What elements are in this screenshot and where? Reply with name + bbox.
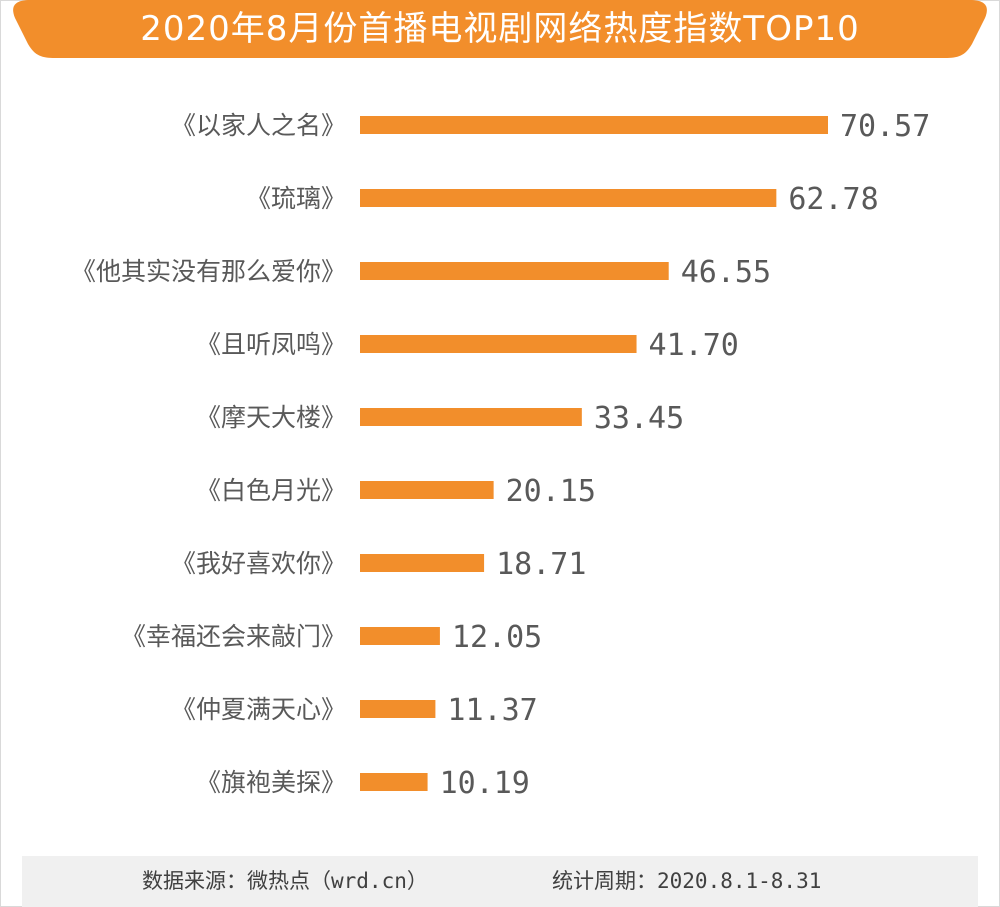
bar xyxy=(360,116,828,134)
category-label: 《以家人之名》 xyxy=(171,111,346,140)
bar-chart: 《以家人之名》 70.57 《琉璃》 62.78 《他其实没有那么爱你》 46.55 《且听… xyxy=(71,109,930,801)
value-label: 18.71 xyxy=(496,547,586,582)
category-label: 《幸福还会来敲门》 xyxy=(121,622,346,651)
bar xyxy=(360,700,436,718)
value-label: 46.55 xyxy=(681,255,771,290)
bar xyxy=(360,408,582,426)
stat-period-note: 统计周期：2020.8.1-8.31 xyxy=(552,869,822,893)
bar xyxy=(360,189,777,207)
bar xyxy=(360,335,637,353)
category-label: 《白色月光》 xyxy=(196,476,346,505)
title-banner-shape xyxy=(13,0,987,58)
category-label: 《我好喜欢你》 xyxy=(171,549,346,578)
category-label: 《仲夏满天心》 xyxy=(171,695,346,724)
bar xyxy=(360,773,428,791)
value-label: 33.45 xyxy=(594,401,684,436)
category-label: 《旗袍美探》 xyxy=(196,768,346,797)
value-label: 12.05 xyxy=(452,620,542,655)
title-banner: 2020年8月份首播电视剧网络热度指数TOP10 xyxy=(0,0,1000,62)
category-label: 《摩天大楼》 xyxy=(196,403,346,432)
value-label: 10.19 xyxy=(440,766,530,801)
category-label: 《且听凤鸣》 xyxy=(196,330,346,359)
value-label: 11.37 xyxy=(447,693,537,728)
value-label: 41.70 xyxy=(649,328,739,363)
bar xyxy=(360,262,669,280)
bar xyxy=(360,554,485,572)
footer-bar: 数据来源：微热点（wrd.cn） 统计周期：2020.8.1-8.31 xyxy=(22,856,978,907)
data-source-note: 数据来源：微热点（wrd.cn） xyxy=(142,869,428,893)
value-label: 70.57 xyxy=(840,109,930,144)
bar xyxy=(360,627,440,645)
category-label: 《琉璃》 xyxy=(246,184,346,213)
value-label: 62.78 xyxy=(788,182,878,217)
category-label: 《他其实没有那么爱你》 xyxy=(71,257,346,286)
bar xyxy=(360,481,494,499)
chart-title: 2020年8月份首播电视剧网络热度指数TOP10 xyxy=(140,9,860,49)
value-label: 20.15 xyxy=(506,474,596,509)
